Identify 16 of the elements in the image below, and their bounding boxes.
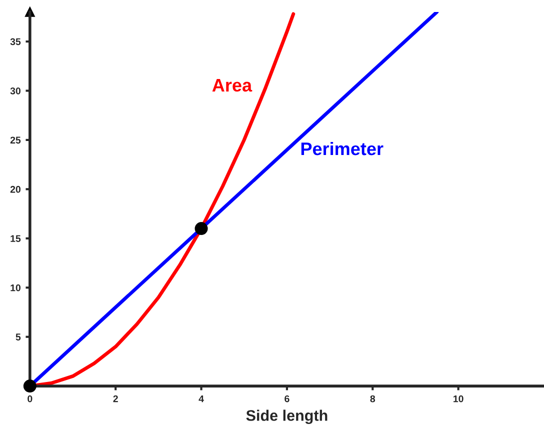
x-tick-label: 2 <box>113 395 118 402</box>
x-tick-label: 4 <box>198 395 204 402</box>
x-tick-label: 8 <box>370 395 376 402</box>
series-label: Area <box>212 79 252 92</box>
y-tick-label: 15 <box>10 235 21 242</box>
y-tick-label: 10 <box>10 284 20 292</box>
y-tick-label: 30 <box>10 87 20 94</box>
series-label: Perimeter <box>301 142 384 156</box>
x-tick-label: 6 <box>284 395 290 402</box>
x-tick-label: 0 <box>28 395 32 402</box>
y-tick-label: 35 <box>10 38 21 46</box>
y-tick-label: 25 <box>10 136 21 144</box>
x-tick-label: 10 <box>454 395 464 402</box>
y-tick-label: 20 <box>10 186 20 193</box>
y-tick-label: 5 <box>16 334 21 340</box>
x-axis-title: Side length <box>246 410 328 424</box>
